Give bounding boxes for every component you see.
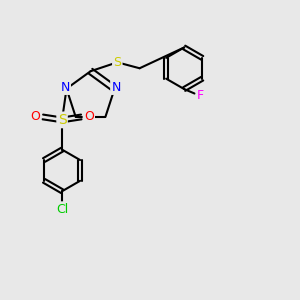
- Text: N: N: [60, 81, 70, 94]
- Text: O: O: [84, 110, 94, 123]
- Text: Cl: Cl: [56, 202, 68, 216]
- Text: F: F: [197, 88, 204, 101]
- Text: N: N: [111, 81, 121, 94]
- Text: O: O: [30, 110, 40, 123]
- Text: S: S: [113, 56, 121, 69]
- Text: S: S: [58, 113, 66, 127]
